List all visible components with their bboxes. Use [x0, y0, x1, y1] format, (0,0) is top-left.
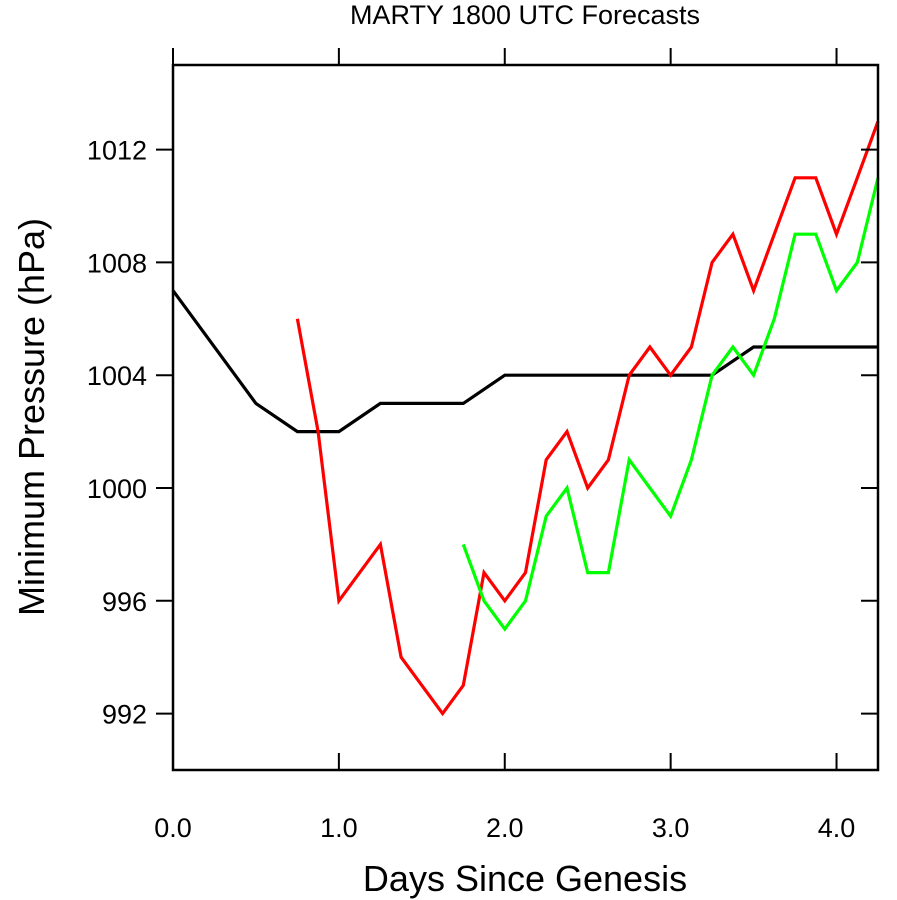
- y-tick-label: 992: [102, 700, 147, 730]
- y-tick-label: 1012: [87, 136, 147, 166]
- series-line-2: [295, 120, 880, 717]
- x-tick-label: 0.0: [154, 813, 192, 843]
- x-axis-ticks: 0.0 1.0 2.0 3.0 4.0: [154, 48, 855, 843]
- chart-title: MARTY 1800 UTC Forecasts: [350, 0, 700, 30]
- y-tick-label: 1008: [87, 248, 147, 278]
- x-tick-label: 4.0: [818, 813, 856, 843]
- series-line-3: [461, 177, 880, 632]
- x-tick-label: 1.0: [320, 813, 358, 843]
- x-axis-label: Days Since Genesis: [363, 858, 687, 899]
- y-tick-label: 996: [102, 587, 147, 617]
- x-tick-label: 3.0: [652, 813, 690, 843]
- y-axis-label: Minimum Pressure (hPa): [11, 218, 52, 616]
- plot-frame: [171, 63, 880, 772]
- x-tick-label: 2.0: [486, 813, 524, 843]
- y-axis-ticks: 992 996 1000 1004 1008 1012: [87, 136, 878, 730]
- y-tick-label: 1000: [87, 474, 147, 504]
- series-line-1: [171, 289, 878, 434]
- plot-series: [171, 120, 880, 717]
- y-tick-label: 1004: [87, 361, 147, 391]
